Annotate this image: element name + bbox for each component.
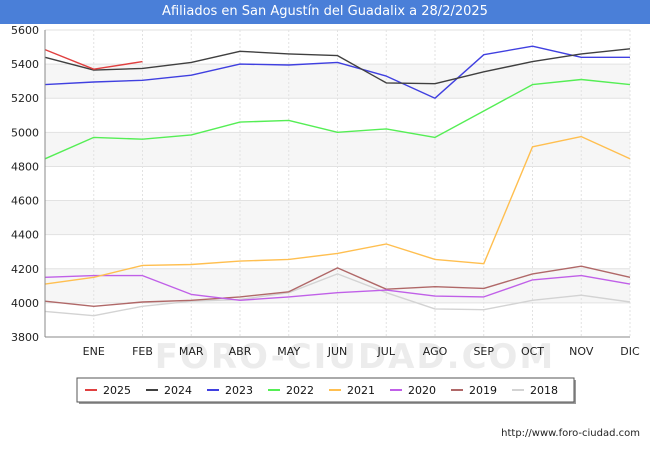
x-tick-label: OCT — [521, 345, 544, 358]
legend: 2025 2024 2023 2022 2021 2020 2019 2018 — [76, 377, 576, 404]
x-tick-label: JUN — [327, 345, 348, 358]
y-tick-label: 5600 — [11, 24, 39, 37]
x-tick-label: ABR — [229, 345, 252, 358]
series-line-2023 — [44, 45, 630, 99]
x-tick-label: SEP — [473, 345, 494, 358]
y-tick-label: 4400 — [11, 229, 39, 242]
x-tick-label: JUL — [377, 345, 396, 358]
axes: 3800 4000 4200 4400 4600 4800 5000 5200 5400 5600… — [11, 24, 640, 358]
y-tick-label: 4000 — [11, 297, 39, 310]
y-tick-label: 5200 — [11, 92, 39, 105]
series-line-2022 — [44, 78, 631, 160]
legend-box — [76, 377, 575, 403]
series-line-2018 — [44, 273, 631, 317]
legend-label-2024: 2024 — [164, 384, 192, 397]
y-tick-label: 4600 — [11, 195, 39, 208]
series-layer — [44, 45, 631, 317]
x-tick-label: MAR — [179, 345, 204, 358]
plot-band — [45, 64, 630, 99]
x-tick-label: AGO — [423, 345, 448, 358]
series-line-2019 — [44, 265, 631, 307]
x-tick-label: ENE — [83, 345, 105, 358]
x-tick-label: FEB — [132, 345, 153, 358]
series-line-2021 — [44, 135, 631, 285]
legend-label-2020: 2020 — [408, 384, 436, 397]
y-tick-label: 4200 — [11, 263, 39, 276]
chart-title: Afiliados en San Agustín del Guadalix a … — [0, 0, 650, 24]
y-tick-label: 3800 — [11, 331, 39, 344]
series-line-2020 — [44, 274, 631, 301]
x-tick-label: MAY — [277, 345, 300, 358]
watermark: FORO-CIUDAD.COM — [155, 337, 556, 377]
legend-label-2025: 2025 — [103, 384, 131, 397]
plot-band — [45, 200, 630, 235]
y-tick-label: 5400 — [11, 58, 39, 71]
source-url: http://www.foro-ciudad.com — [501, 428, 640, 439]
grid-lines — [44, 29, 631, 338]
x-tick-label: NOV — [569, 345, 594, 358]
series-line-2024 — [44, 48, 631, 85]
series-line-2025 — [44, 48, 143, 70]
legend-label-2021: 2021 — [347, 384, 375, 397]
legend-label-2018: 2018 — [530, 384, 558, 397]
x-tick-label: DIC — [620, 345, 640, 358]
plot-band — [45, 132, 630, 167]
legend-label-2019: 2019 — [469, 384, 497, 397]
legend-label-2022: 2022 — [286, 384, 314, 397]
y-tick-label: 4800 — [11, 160, 39, 173]
legend-label-2023: 2023 — [225, 384, 253, 397]
y-tick-label: 5000 — [11, 126, 39, 139]
